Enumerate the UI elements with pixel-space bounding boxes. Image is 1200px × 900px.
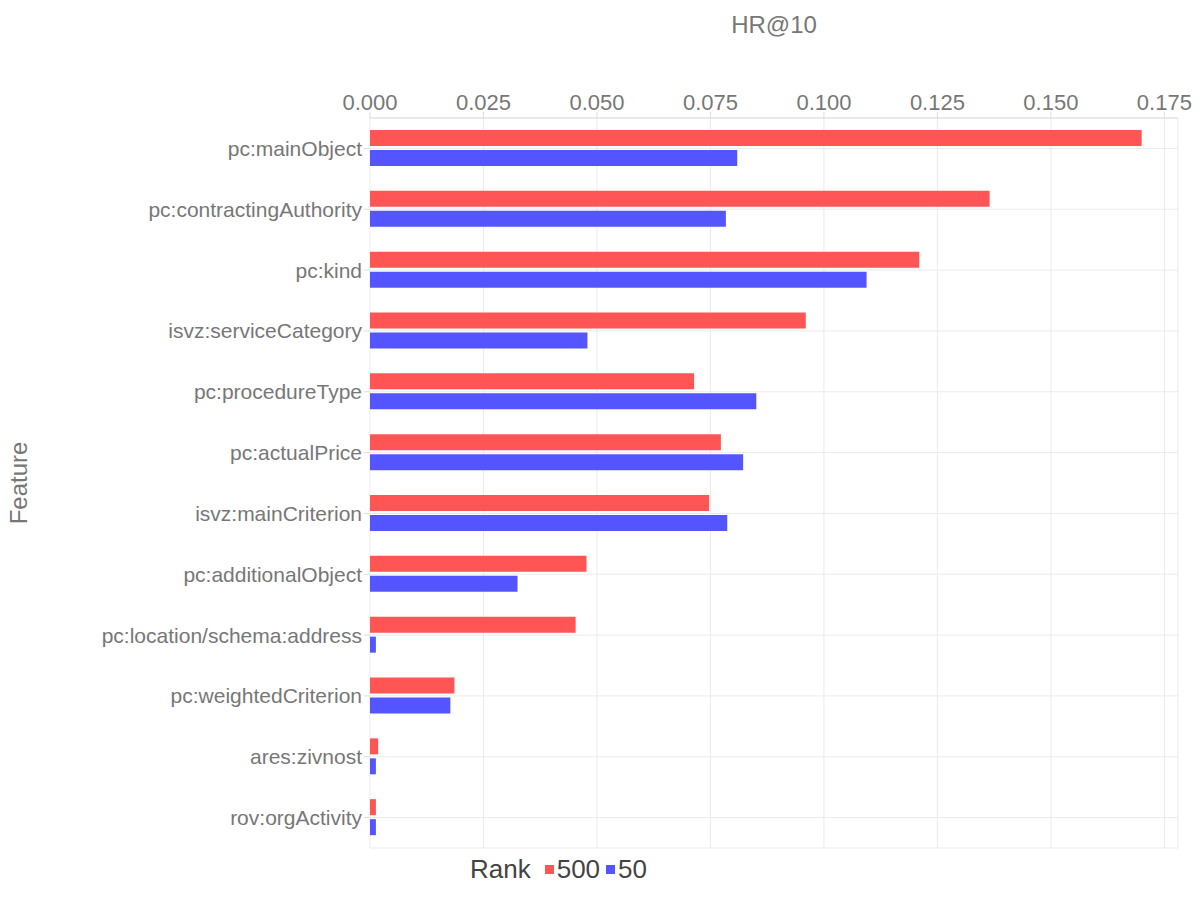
svg-text:pc:mainObject: pc:mainObject bbox=[228, 137, 362, 160]
svg-text:Feature: Feature bbox=[8, 442, 32, 525]
svg-text:pc:procedureType: pc:procedureType bbox=[194, 380, 362, 403]
svg-text:HR@10: HR@10 bbox=[731, 11, 817, 38]
svg-text:0.075: 0.075 bbox=[683, 90, 738, 115]
svg-text:pc:actualPrice: pc:actualPrice bbox=[230, 441, 362, 464]
svg-text:0.125: 0.125 bbox=[910, 90, 965, 115]
svg-text:pc:location/schema:address: pc:location/schema:address bbox=[102, 624, 362, 647]
svg-text:pc:additionalObject: pc:additionalObject bbox=[183, 563, 362, 586]
html-text:500: 500 bbox=[556, 853, 601, 884]
svg-text:ares:zivnost: ares:zivnost bbox=[250, 745, 362, 768]
svg-text:0.025: 0.025 bbox=[456, 90, 511, 115]
svg-text:0.175: 0.175 bbox=[1137, 90, 1192, 115]
html-text:Rank: Rank bbox=[470, 853, 531, 884]
html-text:50: 50 bbox=[618, 853, 647, 884]
svg-text:pc:kind: pc:kind bbox=[295, 259, 362, 282]
svg-text:0.000: 0.000 bbox=[342, 90, 397, 115]
svg-text:isvz:mainCriterion: isvz:mainCriterion bbox=[195, 502, 362, 525]
svg-text:pc:weightedCriterion: pc:weightedCriterion bbox=[171, 684, 362, 707]
svg-text:rov:orgActivity: rov:orgActivity bbox=[230, 806, 362, 829]
svg-text:0.050: 0.050 bbox=[569, 90, 624, 115]
svg-text:isvz:serviceCategory: isvz:serviceCategory bbox=[168, 319, 362, 342]
svg-text:pc:contractingAuthority: pc:contractingAuthority bbox=[148, 198, 362, 221]
svg-text:0.100: 0.100 bbox=[796, 90, 851, 115]
svg-text:0.150: 0.150 bbox=[1023, 90, 1078, 115]
